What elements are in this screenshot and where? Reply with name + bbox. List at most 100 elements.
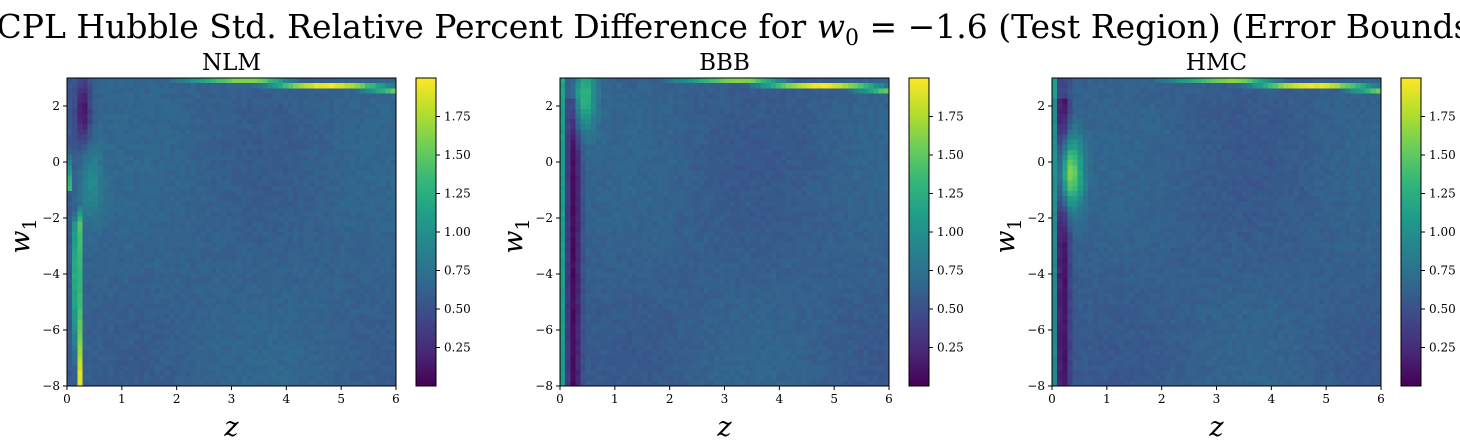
heatmap-cell — [601, 129, 607, 136]
heatmap-cell — [298, 350, 305, 356]
heatmap-cell — [169, 293, 176, 300]
heatmap-cell — [123, 103, 130, 110]
heatmap-cell — [709, 134, 715, 141]
heatmap-cell — [853, 113, 859, 120]
heatmap-cell — [683, 129, 690, 136]
heatmap-cell — [277, 165, 284, 171]
heatmap-cell — [349, 119, 356, 125]
heatmap-cell — [128, 144, 135, 151]
heatmap-cell — [288, 252, 294, 259]
heatmap-cell — [324, 242, 330, 248]
heatmap-cell — [585, 155, 592, 161]
heatmap-cell — [293, 119, 299, 125]
heatmap-cell — [739, 103, 746, 110]
heatmap-cell — [344, 314, 351, 320]
heatmap-cell — [144, 93, 150, 100]
heatmap-cell — [241, 355, 248, 361]
heatmap-cell — [174, 206, 181, 213]
heatmap-cell — [154, 113, 161, 120]
heatmap-cell — [252, 93, 258, 100]
heatmap-cell — [226, 98, 233, 105]
heatmap-cell — [354, 293, 361, 300]
heatmap-cell — [174, 160, 181, 166]
heatmap-cell — [164, 185, 171, 192]
heatmap-cell — [267, 124, 274, 130]
heatmap-cell — [308, 221, 315, 228]
heatmap-cell — [108, 129, 114, 136]
heatmap-cell — [344, 124, 351, 130]
heatmap-cell — [365, 273, 371, 279]
heatmap-cell — [262, 360, 269, 367]
heatmap-cell — [652, 98, 659, 105]
heatmap-cell — [123, 139, 130, 146]
heatmap-cell — [806, 88, 813, 94]
heatmap-cell — [190, 314, 197, 320]
heatmap-cell — [113, 139, 120, 146]
heatmap-cell — [380, 319, 387, 325]
heatmap-cell — [67, 170, 73, 177]
heatmap-cell — [272, 303, 279, 310]
heatmap-cell — [185, 165, 191, 171]
heatmap-cell — [724, 124, 731, 130]
heatmap-cell — [570, 134, 577, 141]
heatmap-cell — [221, 350, 227, 356]
heatmap-cell — [231, 370, 238, 377]
heatmap-cell — [344, 273, 351, 279]
heatmap-cell — [760, 124, 767, 130]
heatmap-cell — [190, 180, 197, 187]
heatmap-cell — [631, 113, 638, 120]
heatmap-cell — [750, 149, 756, 156]
heatmap-cell — [82, 144, 89, 151]
heatmap-cell — [257, 375, 263, 382]
heatmap-cell — [282, 339, 289, 346]
heatmap-cell — [360, 370, 366, 377]
heatmap-cell — [390, 339, 397, 346]
heatmap-cell — [205, 129, 212, 136]
heatmap-cell — [590, 139, 597, 146]
heatmap-cell — [631, 139, 638, 146]
heatmap-cell — [200, 129, 207, 136]
heatmap-cell — [667, 160, 674, 166]
heatmap-cell — [180, 247, 186, 254]
heatmap-cell — [262, 293, 269, 300]
heatmap-cell — [277, 83, 284, 89]
heatmap-cell — [842, 124, 849, 130]
heatmap-cell — [262, 93, 269, 100]
heatmap-cell — [847, 119, 854, 125]
heatmap-cell — [216, 360, 222, 367]
heatmap-cell — [842, 113, 849, 120]
heatmap-cell — [313, 216, 320, 223]
heatmap-cell — [344, 206, 351, 213]
heatmap-cell — [329, 226, 335, 233]
heatmap-cell — [67, 288, 73, 295]
heatmap-cell — [210, 380, 217, 387]
heatmap-cell — [667, 134, 674, 141]
heatmap-cell — [236, 278, 243, 284]
heatmap-cell — [118, 226, 125, 233]
heatmap-cell — [164, 124, 171, 130]
heatmap-cell — [770, 134, 777, 141]
heatmap-cell — [205, 124, 212, 130]
heatmap-cell — [231, 206, 238, 213]
heatmap-cell — [236, 165, 243, 171]
heatmap-cell — [92, 124, 99, 130]
heatmap-cell — [113, 134, 120, 141]
heatmap-cell — [832, 88, 839, 94]
heatmap-cell — [642, 108, 648, 115]
heatmap-cell — [385, 134, 392, 141]
heatmap-cell — [303, 278, 310, 284]
heatmap-cell — [626, 124, 633, 130]
heatmap-cell — [144, 360, 150, 367]
heatmap-cell — [72, 119, 78, 125]
heatmap-cell — [138, 211, 145, 218]
heatmap-cell — [339, 355, 346, 361]
heatmap-cell — [190, 221, 197, 228]
heatmap-cell — [102, 155, 109, 161]
heatmap-cell — [657, 108, 664, 115]
heatmap-cell — [180, 129, 186, 136]
heatmap-cell — [318, 355, 325, 361]
heatmap-cell — [138, 247, 145, 254]
heatmap-cell — [360, 314, 366, 320]
heatmap-cell — [241, 160, 248, 166]
heatmap-cell — [231, 83, 238, 89]
